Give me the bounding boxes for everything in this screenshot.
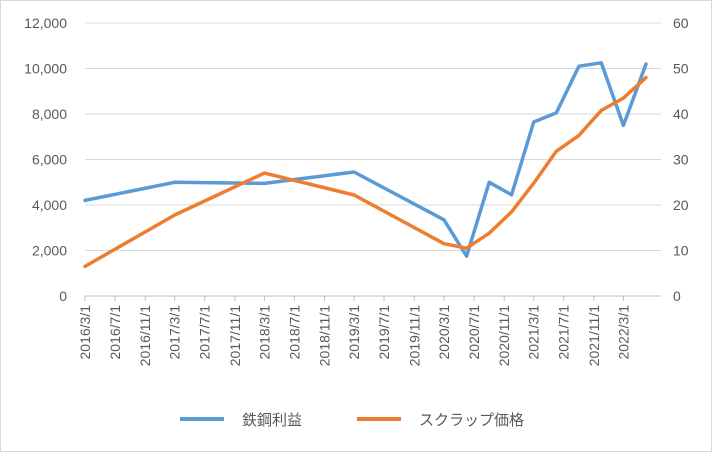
- legend-label: 鉄鋼利益: [242, 411, 302, 429]
- left-axis-tick-label: 4,000: [32, 197, 67, 213]
- x-axis-tick-label: 2017/11/1: [227, 305, 243, 366]
- gridlines: [85, 22, 661, 297]
- x-axis-tick-label: 2020/7/1: [466, 305, 482, 360]
- x-axis-tick-label: 2022/3/1: [615, 305, 631, 360]
- left-axis-tick-label: 0: [59, 288, 67, 304]
- right-axis-tick-label: 60: [673, 15, 689, 31]
- left-axis-tick-label: 2,000: [32, 243, 67, 259]
- left-axis-ticks: 0 2,000 4,000 6,000 8,000 10,000 12,000: [24, 15, 67, 304]
- legend-label: スクラップ価格: [419, 411, 524, 429]
- x-axis-tick-label: 2020/11/1: [496, 305, 512, 366]
- left-axis-tick-label: 10,000: [24, 61, 67, 77]
- x-axis-tick-label: 2019/11/1: [406, 305, 422, 366]
- x-axis-tick-label: 2018/7/1: [286, 305, 302, 360]
- x-axis-tick-label: 2021/3/1: [526, 305, 542, 360]
- x-axis-tick-label: 2016/11/1: [137, 305, 153, 366]
- x-axis-tick-label: 2020/3/1: [436, 305, 452, 360]
- right-axis-ticks: 0 10 20 30 40 50 60: [673, 15, 689, 304]
- x-axis-tick-label: 2021/7/1: [556, 305, 572, 360]
- series-line-1: [83, 61, 648, 258]
- left-axis-tick-label: 8,000: [32, 106, 67, 122]
- right-axis-tick-label: 40: [673, 106, 689, 122]
- x-axis-tick-label: 2018/11/1: [317, 305, 333, 366]
- right-axis-tick-label: 30: [673, 152, 689, 168]
- x-axis-tick-label: 2017/7/1: [197, 305, 213, 360]
- x-axis-tick-label: 2019/3/1: [346, 305, 362, 360]
- series-line-2: [83, 75, 648, 269]
- x-axis-tick-label: 2021/11/1: [586, 305, 602, 366]
- right-axis-tick-label: 10: [673, 243, 689, 259]
- legend: 鉄鋼利益 スクラップ価格: [180, 411, 524, 429]
- left-axis-tick-label: 6,000: [32, 152, 67, 168]
- right-axis-tick-label: 20: [673, 197, 689, 213]
- x-axis-tick-label: 2016/7/1: [107, 305, 123, 360]
- x-axis-tick-label: 2017/3/1: [167, 305, 183, 360]
- right-axis-tick-label: 0: [673, 288, 681, 304]
- x-axis-ticks: 2016/3/1 2016/7/1 2016/11/1 2017/3/1 2017/7/…: [77, 296, 631, 366]
- left-axis-tick-label: 12,000: [24, 15, 67, 31]
- x-axis-tick-label: 2018/3/1: [256, 305, 272, 360]
- x-axis-tick-label: 2016/3/1: [77, 305, 93, 360]
- right-axis-tick-label: 50: [673, 61, 689, 77]
- x-axis-tick-label: 2019/7/1: [376, 305, 392, 360]
- series-lines: [83, 61, 648, 269]
